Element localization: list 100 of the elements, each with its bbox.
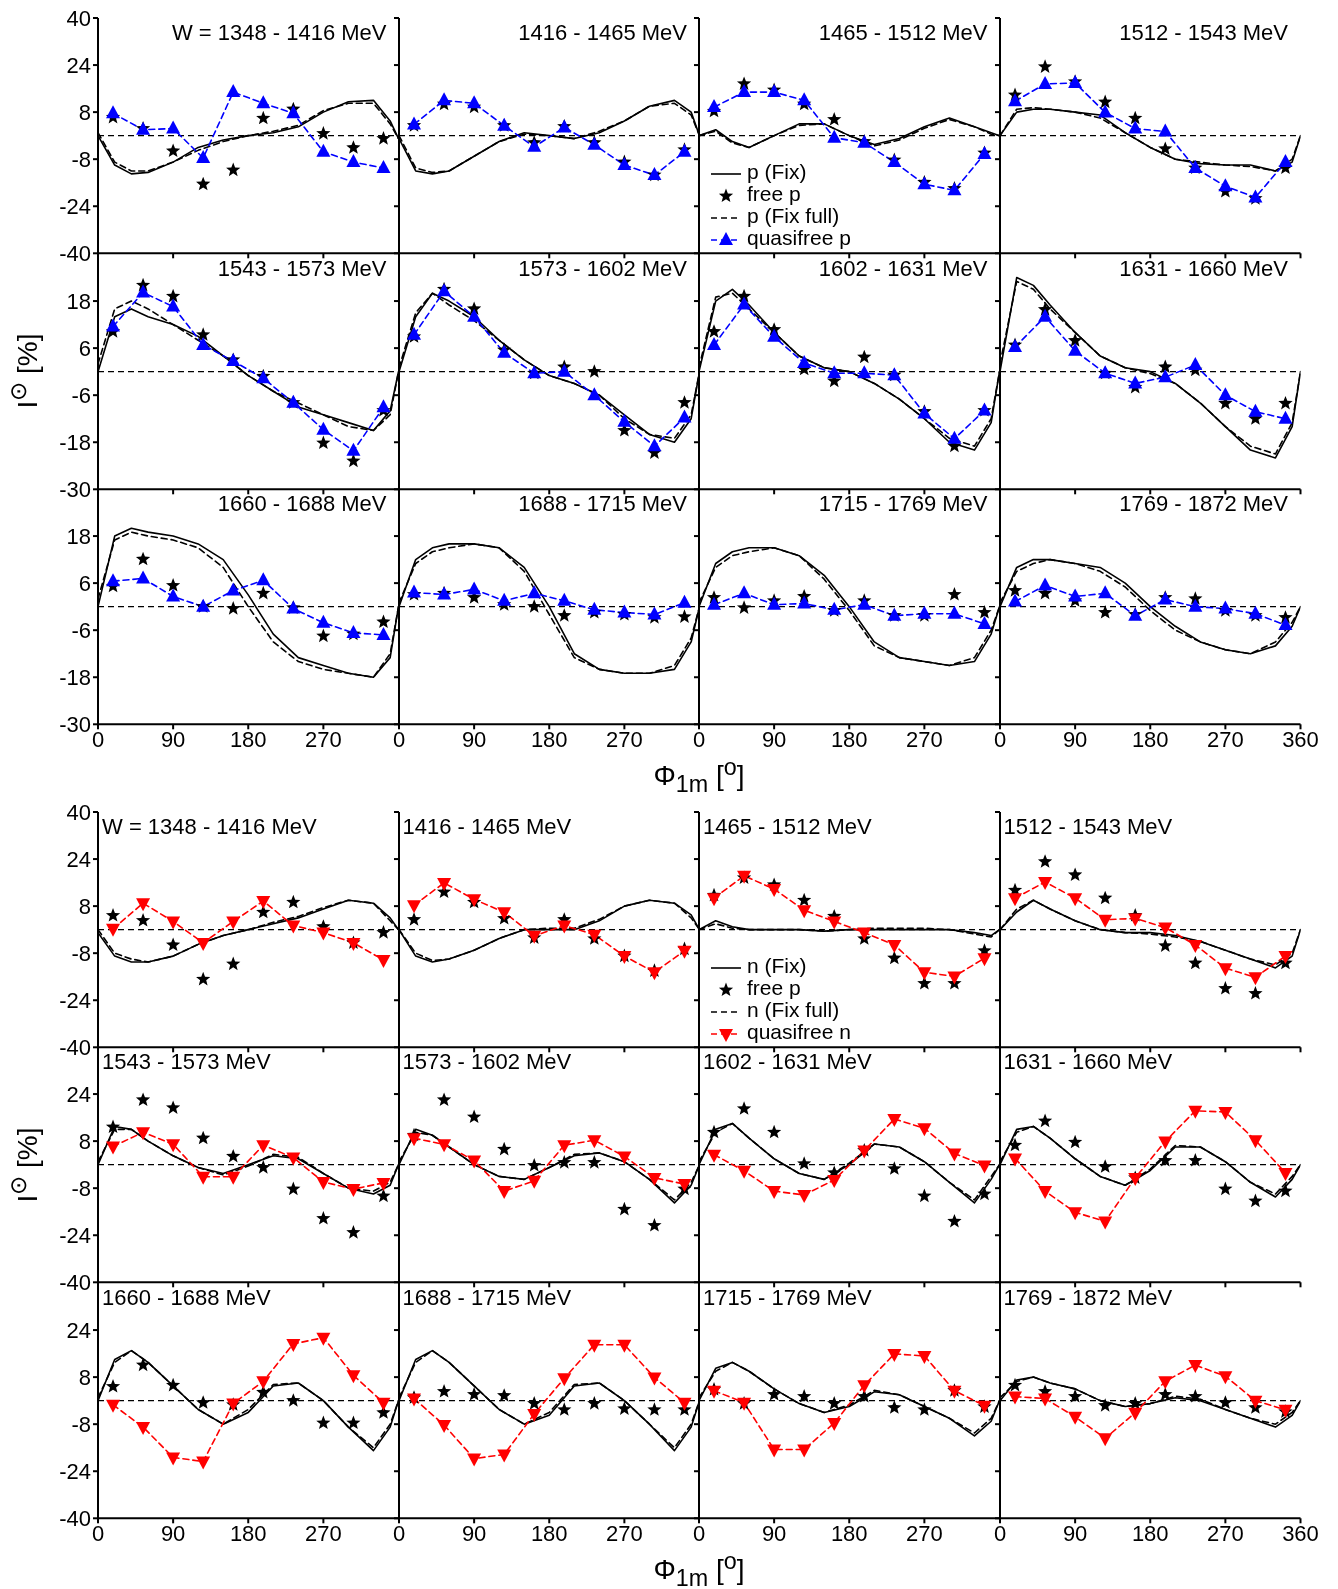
y-tick-label: -24 [59, 194, 91, 220]
chart-title: 1660 - 1688 MeV [217, 491, 387, 517]
y-tick-label: 24 [66, 846, 91, 872]
chart-title: 1602 - 1631 MeV [818, 255, 988, 282]
x-tick-label: 0 [392, 1520, 405, 1546]
y-tick-label: 24 [66, 52, 91, 78]
x-tick-label: 90 [1062, 726, 1087, 752]
chart-title: 1573 - 1602 MeV [402, 1049, 572, 1076]
x-tick-label: 0 [993, 1520, 1006, 1546]
y-tick-label: -18 [59, 429, 91, 455]
x-tick-label: 180 [1131, 1520, 1169, 1546]
legend-label: n (Fix full) [746, 998, 841, 1022]
y-tick-label: -8 [71, 1176, 91, 1202]
legend-label: p (Fix) [746, 160, 808, 184]
y-tick-label: 8 [78, 1364, 91, 1390]
y-tick-label: 6 [78, 335, 91, 361]
y-tick-label: 40 [66, 799, 91, 825]
chart-title: W = 1348 - 1416 MeV [102, 814, 317, 840]
x-axis-title: Φ$_{1m}$ [$^{o}$] [653, 1546, 745, 1589]
x-tick-label: 0 [91, 726, 105, 752]
chart-title: 1416 - 1465 MeV [402, 814, 572, 840]
x-tick-label: 180 [1131, 726, 1169, 752]
y-tick-label: 18 [66, 523, 91, 549]
chart-title: 1769 - 1872 MeV [1003, 1284, 1173, 1311]
x-tick-label: 270 [1206, 726, 1244, 752]
x-tick-label: 0 [692, 1520, 706, 1546]
chart-title: 1631 - 1660 MeV [1119, 255, 1288, 282]
chart-title: 1769 - 1872 MeV [1119, 491, 1288, 517]
y-tick-label: -40 [59, 1035, 91, 1061]
chart-title: 1631 - 1660 MeV [1003, 1049, 1173, 1076]
x-axis-title: Φ$_{1m}$ [$^{o}$] [653, 753, 745, 800]
chart-title: 1543 - 1573 MeV [102, 1049, 271, 1076]
x-tick-label: 180 [830, 726, 868, 752]
chart-title: 1688 - 1715 MeV [518, 491, 687, 517]
y-tick-label: -40 [59, 1270, 91, 1296]
y-tick-label: 8 [78, 1129, 91, 1155]
x-tick-label: 180 [229, 726, 267, 752]
legend-label: n (Fix) [746, 954, 808, 978]
y-tick-label: -30 [59, 712, 91, 738]
y-tick-label: 24 [66, 1317, 91, 1343]
legend-label: quasifree p [746, 226, 851, 250]
chart-title: 1573 - 1602 MeV [518, 255, 687, 282]
y-tick-label: 18 [66, 288, 91, 314]
y-tick-label: 6 [78, 570, 91, 596]
x-tick-label: 90 [160, 726, 186, 752]
y-tick-label: -24 [59, 1223, 91, 1249]
y-tick-label: 8 [78, 893, 91, 919]
x-tick-label: 360 [1281, 726, 1319, 752]
chart-title: 1465 - 1512 MeV [703, 814, 872, 840]
x-tick-label: 0 [993, 726, 1006, 752]
chart-title: 1512 - 1543 MeV [1003, 814, 1173, 840]
chart-title: 1660 - 1688 MeV [102, 1284, 271, 1311]
x-tick-label: 180 [830, 1520, 868, 1546]
chart-title: W = 1348 - 1416 MeV [171, 20, 387, 46]
x-tick-label: 270 [605, 726, 643, 752]
legend-label: quasifree n [746, 1020, 851, 1044]
x-tick-label: 90 [761, 1520, 787, 1546]
x-tick-label: 90 [1062, 1520, 1087, 1546]
chart-title: 1715 - 1769 MeV [703, 1284, 872, 1311]
x-tick-label: 0 [392, 726, 405, 752]
x-tick-label: 90 [461, 1520, 486, 1546]
x-tick-label: 270 [605, 1520, 643, 1546]
y-tick-label: -30 [59, 476, 91, 502]
y-tick-label: -6 [71, 617, 91, 643]
x-tick-label: 180 [530, 1520, 568, 1546]
x-tick-label: 360 [1281, 1520, 1319, 1546]
chart-title: 1465 - 1512 MeV [818, 20, 988, 46]
x-tick-label: 90 [160, 1520, 186, 1546]
x-tick-label: 0 [91, 1520, 105, 1546]
chart-title: 1512 - 1543 MeV [1119, 20, 1288, 46]
legend-label: free p [746, 976, 801, 1000]
chart-title: 1688 - 1715 MeV [402, 1284, 572, 1311]
x-tick-label: 270 [1206, 1520, 1244, 1546]
x-tick-label: 270 [305, 726, 342, 752]
y-tick-label: -40 [59, 241, 91, 267]
chart-title: 1602 - 1631 MeV [703, 1049, 872, 1076]
x-tick-label: 90 [461, 726, 486, 752]
x-tick-label: 270 [906, 726, 943, 752]
y-tick-label: -18 [59, 665, 91, 691]
chart-title: 1715 - 1769 MeV [818, 491, 988, 517]
y-tick-label: -8 [71, 146, 91, 172]
y-tick-label: -8 [71, 940, 91, 966]
legend-label: free p [746, 182, 801, 206]
chart-title: 1416 - 1465 MeV [518, 20, 687, 46]
y-tick-label: -24 [59, 1458, 91, 1484]
x-tick-label: 180 [530, 726, 568, 752]
x-tick-label: 180 [229, 1520, 267, 1546]
x-tick-label: 270 [305, 1520, 342, 1546]
y-tick-label: 24 [66, 1082, 91, 1108]
x-tick-label: 270 [906, 1520, 943, 1546]
y-tick-label: 40 [66, 5, 91, 31]
x-tick-label: 90 [761, 726, 787, 752]
chart-title: 1543 - 1573 MeV [217, 255, 387, 282]
y-tick-label: -24 [59, 988, 91, 1014]
legend-label: p (Fix full) [746, 204, 841, 228]
y-tick-label: -8 [71, 1411, 91, 1437]
y-tick-label: -40 [59, 1505, 91, 1531]
y-tick-label: 8 [78, 99, 91, 125]
y-tick-label: -6 [71, 382, 91, 408]
x-tick-label: 0 [692, 726, 706, 752]
